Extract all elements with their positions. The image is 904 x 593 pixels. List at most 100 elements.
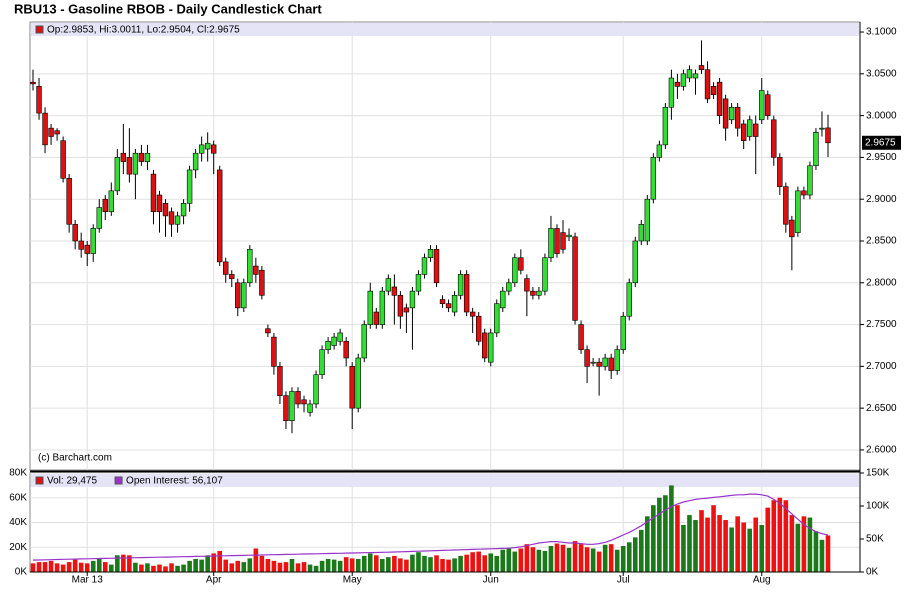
candle-body bbox=[801, 190, 807, 196]
candle-body bbox=[746, 119, 753, 137]
volume-bar bbox=[464, 554, 469, 572]
candle-body bbox=[355, 357, 361, 409]
volume-bar bbox=[355, 559, 361, 572]
volume-bar bbox=[313, 565, 319, 572]
candle-body bbox=[277, 366, 283, 396]
volume-bar bbox=[687, 515, 692, 572]
legend-text: Op:2.9853, Hi:3.0011, Lo:2.9504, Cl:2.96… bbox=[47, 25, 240, 36]
candle-body bbox=[379, 290, 386, 325]
y-tick-label: 80K bbox=[9, 468, 27, 479]
y-tick-label: 2.8000 bbox=[866, 277, 897, 288]
volume-bar bbox=[596, 551, 602, 572]
volume-bar bbox=[102, 562, 108, 572]
candle-body bbox=[78, 240, 84, 250]
volume-bar bbox=[651, 505, 656, 572]
candle-body bbox=[698, 65, 705, 70]
volume-bar bbox=[753, 517, 759, 572]
candle-body bbox=[524, 278, 530, 292]
volume-bar bbox=[566, 547, 572, 572]
candle-body bbox=[36, 86, 42, 114]
candle-body bbox=[259, 269, 265, 296]
volume-bar bbox=[30, 563, 36, 572]
candle-body bbox=[229, 274, 235, 279]
volume-bar bbox=[127, 555, 132, 572]
volume-bar bbox=[699, 510, 704, 572]
candle-body bbox=[168, 211, 175, 225]
volume-bar bbox=[187, 560, 192, 572]
volume-bar bbox=[693, 520, 698, 572]
volume-bar bbox=[723, 520, 728, 572]
volume-bar bbox=[229, 563, 235, 572]
volume-bar bbox=[416, 552, 421, 572]
legend-band bbox=[31, 474, 859, 487]
volume-bar bbox=[578, 544, 584, 572]
candle-body bbox=[283, 395, 289, 421]
volume-bar bbox=[36, 562, 42, 572]
candle-body bbox=[289, 391, 295, 421]
candle-body bbox=[795, 190, 801, 233]
candle-body bbox=[331, 336, 337, 346]
volume-bar bbox=[54, 563, 60, 572]
volume-bar bbox=[657, 497, 662, 572]
volume-bar bbox=[145, 563, 150, 572]
candle-body bbox=[235, 282, 241, 309]
candle-body bbox=[512, 257, 518, 284]
candle-body bbox=[759, 90, 765, 121]
candle-body bbox=[138, 152, 145, 162]
volume-bar bbox=[121, 554, 126, 572]
volume-bar bbox=[235, 560, 241, 572]
volume-bar bbox=[271, 560, 277, 572]
volume-bar bbox=[392, 555, 397, 572]
legend-swatch bbox=[35, 476, 44, 485]
volume-bar bbox=[729, 527, 734, 572]
volume-bar bbox=[78, 562, 84, 572]
volume-bar bbox=[193, 559, 198, 572]
candle-body bbox=[439, 299, 446, 304]
volume-bar bbox=[440, 559, 445, 572]
x-tick-label: Apr bbox=[206, 575, 222, 586]
volume-bar bbox=[367, 553, 373, 572]
volume-bar bbox=[669, 485, 674, 572]
candle-body bbox=[777, 157, 783, 187]
y-tick-label: 2.6500 bbox=[866, 403, 897, 414]
volume-bar bbox=[380, 559, 385, 572]
candle-body bbox=[253, 265, 259, 275]
volume-bar bbox=[199, 559, 204, 572]
volume-bar bbox=[645, 516, 650, 572]
candle-body bbox=[247, 249, 253, 284]
volume-bar bbox=[217, 550, 223, 572]
candle-body bbox=[789, 219, 795, 238]
y-tick-label: 60K bbox=[9, 492, 27, 503]
volume-bar bbox=[307, 564, 313, 572]
volume-bar bbox=[500, 549, 506, 572]
volume-bar bbox=[554, 543, 560, 572]
candle-body bbox=[813, 132, 819, 167]
volume-bar bbox=[331, 559, 337, 572]
candle-body bbox=[144, 152, 151, 162]
candle-body bbox=[469, 311, 476, 317]
candle-body bbox=[451, 295, 458, 313]
candle-body bbox=[295, 391, 301, 405]
candle-body bbox=[819, 127, 825, 130]
y-tick-label: 3.0000 bbox=[866, 110, 897, 121]
volume-bar bbox=[711, 505, 716, 572]
volume-bar bbox=[42, 562, 48, 572]
candle-body bbox=[313, 374, 319, 405]
volume-bar bbox=[620, 546, 626, 572]
candle-body bbox=[397, 295, 404, 317]
candle-body bbox=[403, 307, 410, 313]
volume-bar bbox=[638, 529, 644, 572]
candle-body bbox=[554, 228, 560, 254]
candle-body bbox=[692, 73, 699, 79]
volume-bar bbox=[584, 547, 590, 572]
volume-bar bbox=[139, 564, 144, 572]
volume-bar bbox=[115, 555, 120, 572]
volume-bar bbox=[789, 515, 795, 572]
candle-body bbox=[108, 190, 115, 213]
x-tick-label: Aug bbox=[753, 575, 771, 586]
volume-bar bbox=[343, 557, 349, 572]
legend-swatch bbox=[35, 25, 44, 34]
candle-body bbox=[668, 77, 675, 108]
credit: (c) Barchart.com bbox=[38, 453, 112, 464]
volume-bar bbox=[795, 523, 801, 572]
